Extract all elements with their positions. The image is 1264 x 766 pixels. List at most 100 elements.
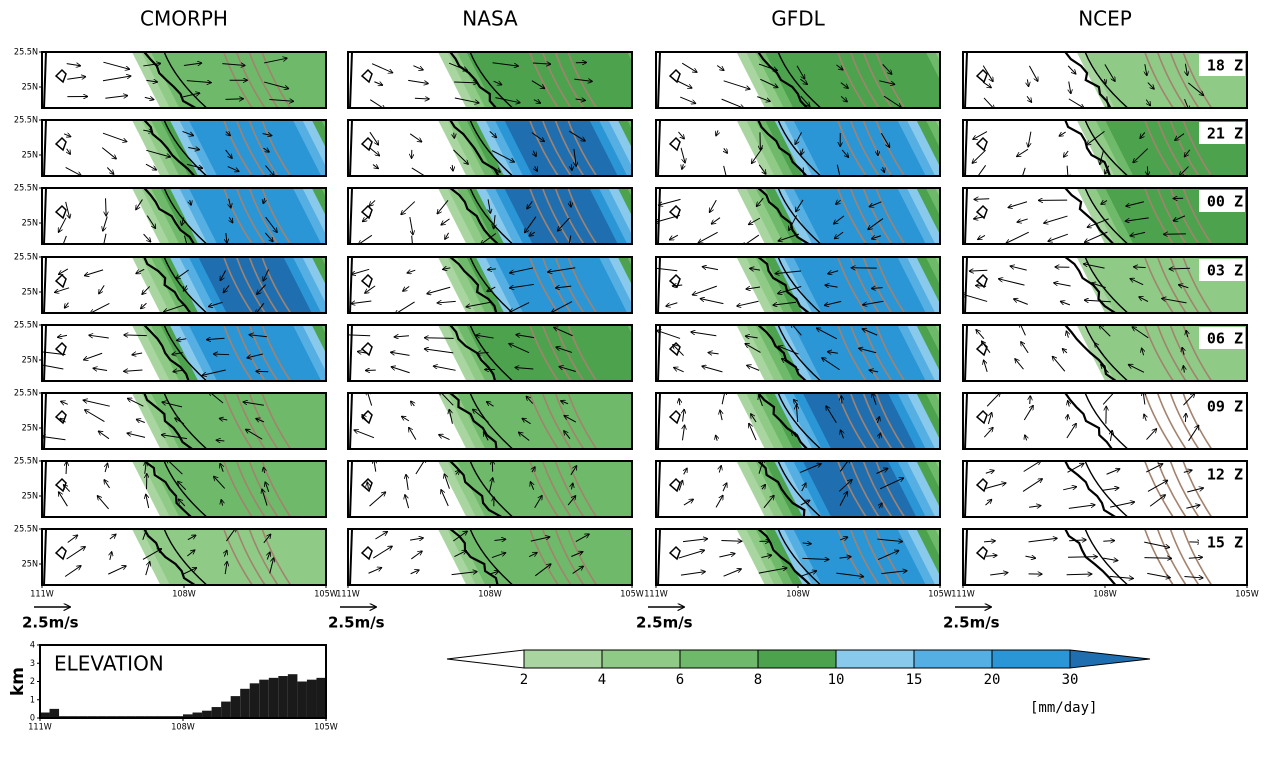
y-tick-label: 25.5N [14,253,38,263]
colorbar-cell [680,650,758,668]
colorbar-under [447,650,524,668]
elevation-bar [297,682,307,719]
elevation-bar [221,702,231,718]
precip-band [141,529,368,585]
time-label: 03 Z [1207,262,1243,280]
wind-vector [66,462,67,474]
colorbar-label: 8 [754,672,762,688]
y-tick-label: 3 [30,659,35,669]
wind-vector [454,133,455,139]
map-panel [42,257,378,314]
map-panel [656,323,983,381]
x-tick-label: 111W [336,590,359,600]
wind-vector [1144,558,1171,559]
elevation-bar [316,678,326,718]
time-label: 18 Z [1207,57,1243,75]
time-label: 00 Z [1207,193,1243,211]
map-panel [41,391,378,449]
column-title: NASA [462,7,518,31]
map-panel [348,188,684,250]
x-tick-label: 111W [951,590,974,600]
y-tick-label: 25N [22,356,38,366]
elevation-bar [307,680,317,718]
colorbar-cell [758,650,836,668]
elevation-bar [259,680,269,718]
elevation-bar [212,707,222,718]
wind-vector [124,335,147,336]
precip-band [765,52,954,108]
reference-vector-label: 2.5m/s [943,614,1000,632]
wind-vector [213,354,229,355]
y-tick-label: 25N [22,219,38,229]
inset-y-label: km [8,667,28,696]
map-panel [42,459,378,517]
colorbar-unit: [mm/day] [1030,700,1097,716]
y-tick-label: 25.5N [14,457,38,467]
time-label: 21 Z [1207,125,1243,143]
y-tick-label: 25N [22,424,38,434]
colorbar-cell [602,650,680,668]
precip-band [457,529,665,585]
colorbar-cell [992,650,1070,668]
wind-vector [1030,396,1031,404]
map-panel [42,188,378,250]
y-tick-label: 4 [30,641,35,651]
x-tick-label: 105W [928,590,951,600]
x-tick-label: 108W [1093,590,1116,600]
y-tick-label: 25.5N [14,389,38,399]
colorbar-cell [914,650,992,668]
map-panel [649,257,982,313]
map-panel [348,257,684,314]
wind-vector [424,338,453,339]
map-panel [348,52,684,109]
x-tick-label: 108W [478,590,501,600]
wind-vector [974,199,989,200]
y-tick-label: 2 [30,677,35,687]
wind-vector [106,198,107,216]
elevation-bar [240,689,250,718]
inset-title: ELEVATION [54,652,164,676]
colorbar-label: 15 [906,672,923,688]
column-title: NCEP [1078,7,1132,31]
time-label: 06 Z [1207,330,1243,348]
figure: CMORPH NASA GFDL NCEP 25.5N 25N 25.5N 25N 25.5N 2… [0,0,1264,766]
y-tick-label: 25.5N [14,321,38,331]
time-label: 12 Z [1207,466,1243,484]
map-panel [37,325,378,381]
time-label: 15 Z [1207,534,1243,552]
precip-band [466,325,655,381]
map-panel [344,325,684,381]
y-tick-label: 25N [22,492,38,502]
y-tick-label: 25.5N [14,184,38,194]
wind-vector [226,99,244,100]
map-panel [348,458,684,517]
map-panel [656,390,983,449]
colorbar-label: 2 [520,672,528,688]
elevation-bar [50,709,60,718]
colorbar-label: 20 [984,672,1001,688]
map-panel [656,458,983,517]
y-tick-label: 25.5N [14,116,38,126]
x-tick-label: 105W [314,723,337,733]
x-tick-label: 111W [30,590,53,600]
map-panel [654,188,982,247]
map-panel [42,525,378,585]
column-title: CMORPH [140,7,228,31]
reference-vector-label: 2.5m/s [328,614,385,632]
y-tick-label: 1 [30,695,35,705]
elevation-bar [288,674,298,718]
wind-vector [1067,574,1092,575]
x-tick-label: 111W [644,590,667,600]
map-panel [656,529,983,585]
map-panel [42,120,378,176]
y-tick-label: 25.5N [14,525,38,535]
x-tick-label: 105W [620,590,643,600]
elevation-bar [231,696,241,718]
elevation-bar [250,683,260,718]
column-title: GFDL [771,7,825,31]
elevation-bar [278,676,288,718]
colorbar-cell [524,650,602,668]
colorbar-label: 30 [1062,672,1079,688]
map-panel [42,52,378,108]
y-tick-label: 25.5N [14,48,38,58]
